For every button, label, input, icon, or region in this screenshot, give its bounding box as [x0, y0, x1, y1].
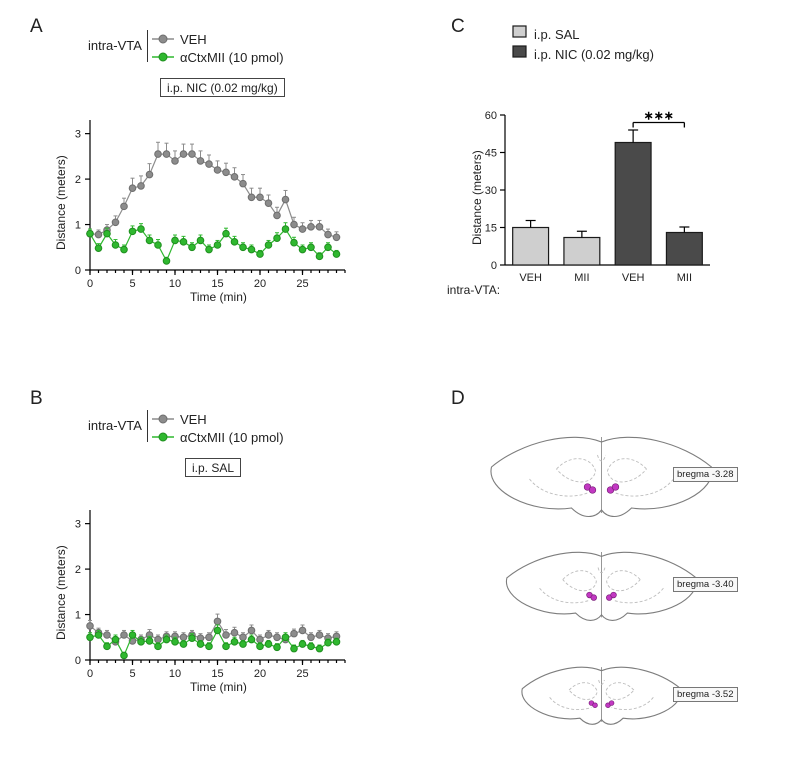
panel-a-ylabel: Distance (meters)	[54, 155, 68, 250]
legend-sal-swatch	[512, 25, 528, 44]
svg-text:MII: MII	[677, 272, 692, 284]
panel-a-chart: 0 5 10 15 20 25 0 1 2 3	[50, 100, 355, 290]
bregma-label: bregma -3.40	[673, 577, 738, 592]
svg-text:0: 0	[87, 668, 93, 680]
bregma-label: bregma -3.28	[673, 467, 738, 482]
legend-ip-nic: i.p. NIC (0.02 mg/kg)	[512, 45, 654, 63]
legend-nic-swatch	[512, 45, 528, 64]
intra-vta-label-a: intra-VTA	[88, 30, 148, 62]
panel-a-legend: intra-VTA VEH αCtxMII (10 pmol)	[88, 30, 284, 66]
panel-b-box-label: i.p. SAL	[185, 458, 241, 477]
svg-text:∗∗∗: ∗∗∗	[644, 109, 674, 123]
panel-b-chart: 0 5 10 15 20 25 0 1 2 3	[50, 490, 355, 680]
legend-ctx-b: αCtxMII (10 pmol)	[152, 428, 284, 446]
svg-text:45: 45	[485, 148, 497, 160]
intra-vta-label-b: intra-VTA	[88, 410, 148, 442]
legend-veh-text-a: VEH	[180, 32, 207, 47]
panel-c-legend: i.p. SAL i.p. NIC (0.02 mg/kg)	[512, 25, 654, 63]
panel-c-ylabel: Distance (meters)	[470, 150, 484, 245]
ip-nic-box: i.p. NIC (0.02 mg/kg)	[160, 78, 285, 97]
svg-text:60: 60	[485, 110, 497, 122]
panel-letter-c: C	[451, 16, 465, 38]
svg-text:25: 25	[296, 668, 308, 680]
svg-text:0: 0	[75, 265, 81, 277]
panel-b-legend: intra-VTA VEH αCtxMII (10 pmol)	[88, 410, 284, 446]
panel-a-box-label: i.p. NIC (0.02 mg/kg)	[160, 78, 285, 97]
svg-text:10: 10	[169, 668, 181, 680]
svg-text:VEH: VEH	[622, 272, 645, 284]
svg-text:3: 3	[75, 129, 81, 141]
panel-b-ylabel: Distance (meters)	[54, 545, 68, 640]
legend-ip-nic-text: i.p. NIC (0.02 mg/kg)	[534, 47, 654, 62]
svg-text:3: 3	[75, 519, 81, 531]
panel-a-xlabel: Time (min)	[190, 290, 247, 304]
svg-text:0: 0	[491, 260, 497, 272]
svg-text:15: 15	[211, 278, 223, 290]
panel-letter-b: B	[30, 388, 43, 410]
legend-ctx-text-a: αCtxMII (10 pmol)	[180, 50, 284, 65]
legend-veh-b: VEH	[152, 410, 284, 428]
panel-d-brain-diagram	[478, 398, 793, 758]
legend-veh-marker	[152, 33, 174, 45]
svg-text:0: 0	[75, 655, 81, 667]
svg-text:30: 30	[485, 185, 497, 197]
ip-sal-box: i.p. SAL	[185, 458, 241, 477]
svg-text:15: 15	[211, 668, 223, 680]
legend-ip-sal: i.p. SAL	[512, 25, 654, 43]
panel-letter-a: A	[30, 16, 43, 38]
figure-canvas: A B C D intra-VTA VEH αCtxMII (10 pmol) …	[0, 0, 800, 737]
svg-text:VEH: VEH	[519, 272, 542, 284]
svg-text:5: 5	[129, 668, 135, 680]
legend-ctx-marker	[152, 51, 174, 63]
svg-text:2: 2	[75, 174, 81, 186]
legend-ctx-text-b: αCtxMII (10 pmol)	[180, 430, 284, 445]
svg-text:20: 20	[254, 668, 266, 680]
svg-text:1: 1	[75, 220, 81, 232]
legend-ip-sal-text: i.p. SAL	[534, 27, 580, 42]
legend-veh-text-b: VEH	[180, 412, 207, 427]
panel-letter-d: D	[451, 388, 465, 410]
svg-text:0: 0	[87, 278, 93, 290]
svg-text:1: 1	[75, 610, 81, 622]
svg-text:5: 5	[129, 278, 135, 290]
svg-text:10: 10	[169, 278, 181, 290]
panel-c-chart: 0 15 30 45 60 VEH MII VEH MII ∗∗∗	[465, 90, 730, 290]
svg-text:2: 2	[75, 564, 81, 576]
panel-b-xlabel: Time (min)	[190, 680, 247, 694]
legend-veh-a: VEH	[152, 30, 284, 48]
legend-ctx-a: αCtxMII (10 pmol)	[152, 48, 284, 66]
bregma-label: bregma -3.52	[673, 687, 738, 702]
svg-text:MII: MII	[574, 272, 589, 284]
svg-text:25: 25	[296, 278, 308, 290]
svg-text:15: 15	[485, 223, 497, 235]
svg-text:20: 20	[254, 278, 266, 290]
panel-c-caption: intra-VTA:	[447, 283, 500, 297]
